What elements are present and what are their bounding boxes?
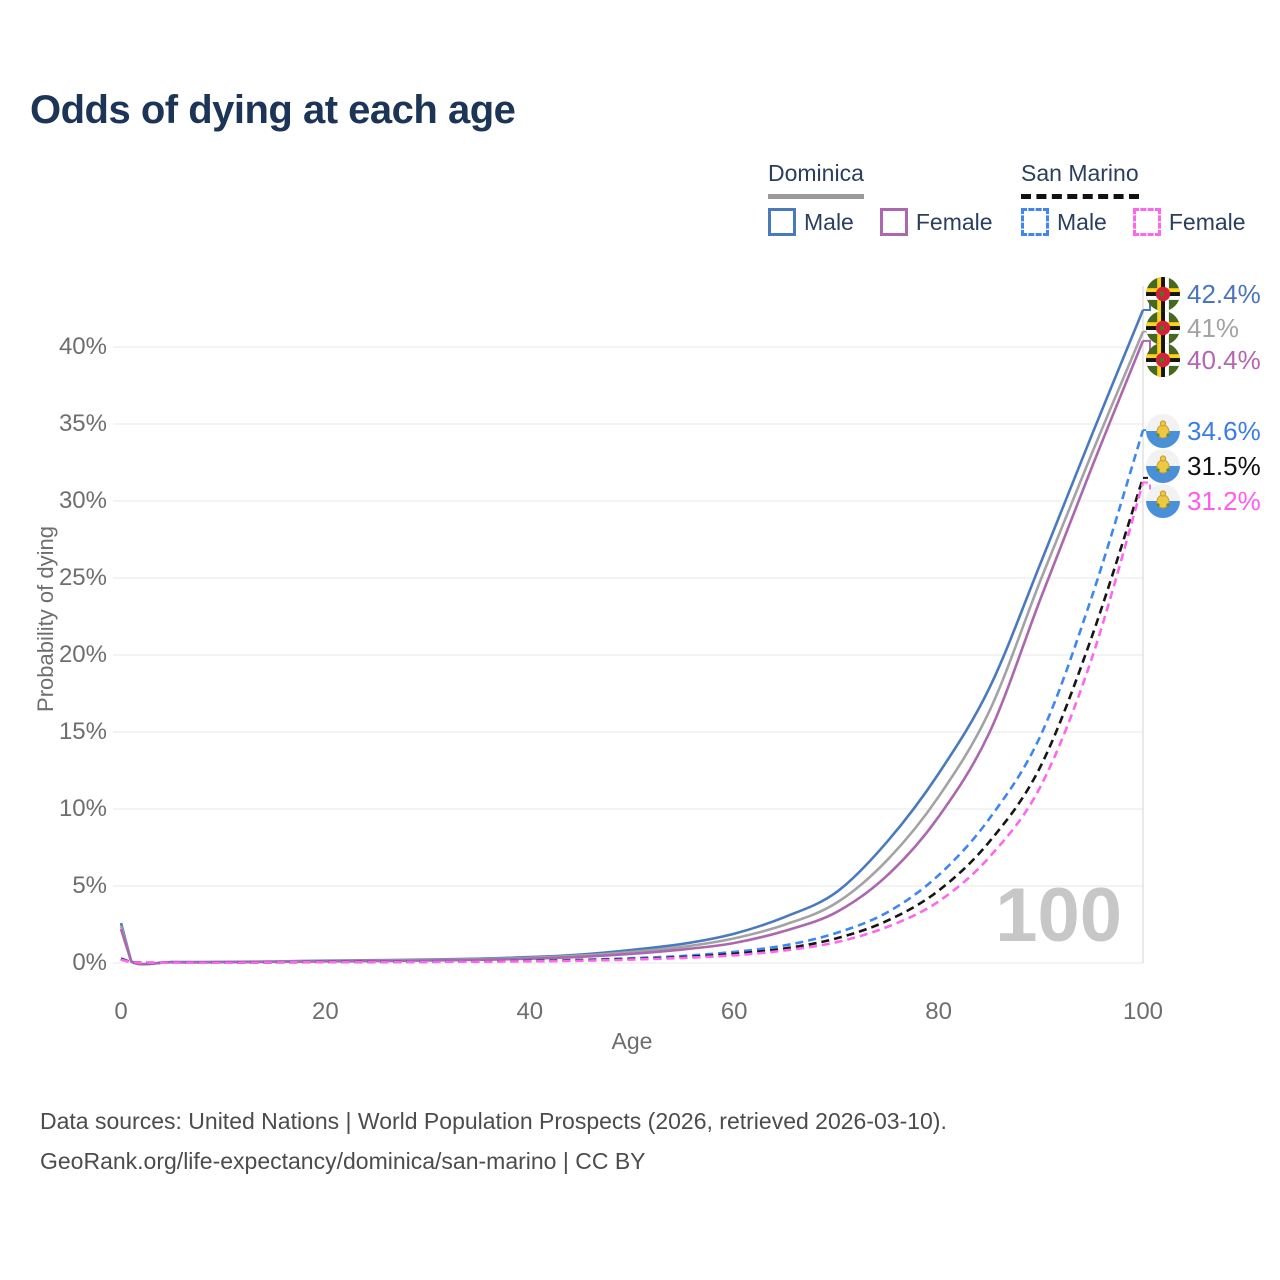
y-tick-label: 35%: [58, 410, 107, 437]
san-marino-flag-icon: [1146, 449, 1180, 483]
end-label-san-marino-both: 31.5%: [1146, 448, 1261, 484]
legend-item-label: Male: [1057, 208, 1107, 235]
y-tick-label: 15%: [58, 718, 107, 745]
end-label-san-marino-male: 34.6%: [1146, 413, 1261, 449]
series-line-san-marino-both-sexes[interactable]: [120, 477, 1145, 965]
x-axis-title: Age: [611, 1028, 653, 1054]
end-label-dominica-female: 40.4%: [1146, 342, 1261, 378]
san-marino-female-swatch-icon: [1132, 208, 1161, 236]
series-line-dominica-both-sexes[interactable]: [119, 331, 1145, 966]
series-line-dominica-male[interactable]: [119, 309, 1145, 966]
dominica-female-swatch-icon: [879, 208, 908, 236]
x-tick-label: 80: [925, 998, 952, 1025]
legend-item-san-marino-female[interactable]: Female: [1132, 208, 1246, 236]
legend-item-dominica-male[interactable]: Male: [768, 208, 854, 236]
page-title: Odds of dying at each age: [30, 88, 516, 132]
dominica-flag-icon: [1146, 277, 1180, 311]
legend-item-label: Female: [1168, 208, 1246, 235]
legend-group-title-dominica: Dominica: [768, 160, 864, 199]
end-value: 31.5%: [1187, 450, 1261, 481]
y-tick-label: 0%: [72, 949, 107, 976]
legend-group-title-san-marino: San Marino: [1021, 160, 1139, 199]
series-line-dominica-female[interactable]: [119, 340, 1145, 966]
san-marino-flag-icon: [1146, 484, 1180, 518]
legend-item-label: Male: [804, 208, 854, 235]
end-label-san-marino-female: 31.2%: [1146, 483, 1261, 519]
x-tick-label: 0: [114, 998, 128, 1025]
y-tick-label: 5%: [72, 872, 107, 899]
x-tick-label: 60: [720, 998, 748, 1025]
end-value: 41%: [1187, 312, 1240, 343]
dominica-flag-icon: [1146, 311, 1180, 345]
san-marino-flag-icon: [1146, 414, 1180, 448]
y-tick-label: 30%: [58, 487, 107, 514]
legend-group-san-marino: San Marino Male Female: [1021, 160, 1246, 236]
attribution-text: GeoRank.org/life-expectancy/dominica/san…: [40, 1148, 646, 1174]
x-tick-label: 40: [516, 998, 544, 1025]
end-value: 40.4%: [1187, 344, 1261, 375]
dominica-male-swatch-icon: [768, 208, 796, 236]
y-tick-label: 10%: [58, 795, 107, 822]
y-axis-title: Probability of dying: [33, 526, 58, 712]
end-label-dominica-male: 42.4%: [1146, 276, 1261, 312]
legend-item-dominica-female[interactable]: Female: [879, 208, 993, 236]
hover-age-watermark: 100: [995, 873, 1122, 958]
end-value: 31.2%: [1187, 485, 1261, 516]
y-tick-label: 40%: [58, 333, 107, 360]
x-tick-label: 20: [312, 998, 339, 1025]
legend-item-label: Female: [915, 208, 993, 235]
y-tick-label: 25%: [58, 564, 107, 591]
y-tick-label: 20%: [58, 641, 107, 668]
end-value: 42.4%: [1187, 278, 1261, 309]
series-line-san-marino-male[interactable]: [120, 429, 1145, 964]
label-connector: [1143, 481, 1155, 501]
series-line-san-marino-female[interactable]: [120, 482, 1145, 964]
x-tick-label: 100: [1122, 998, 1164, 1025]
end-value: 34.6%: [1187, 415, 1261, 446]
san-marino-male-swatch-icon: [1021, 208, 1049, 236]
data-sources-text: Data sources: United Nations | World Pop…: [40, 1108, 947, 1134]
end-label-dominica-both: 41%: [1146, 310, 1239, 346]
legend-group-dominica: Dominica Male Female: [768, 160, 993, 236]
legend-item-san-marino-male[interactable]: Male: [1021, 208, 1107, 236]
dominica-flag-icon: [1146, 343, 1180, 377]
